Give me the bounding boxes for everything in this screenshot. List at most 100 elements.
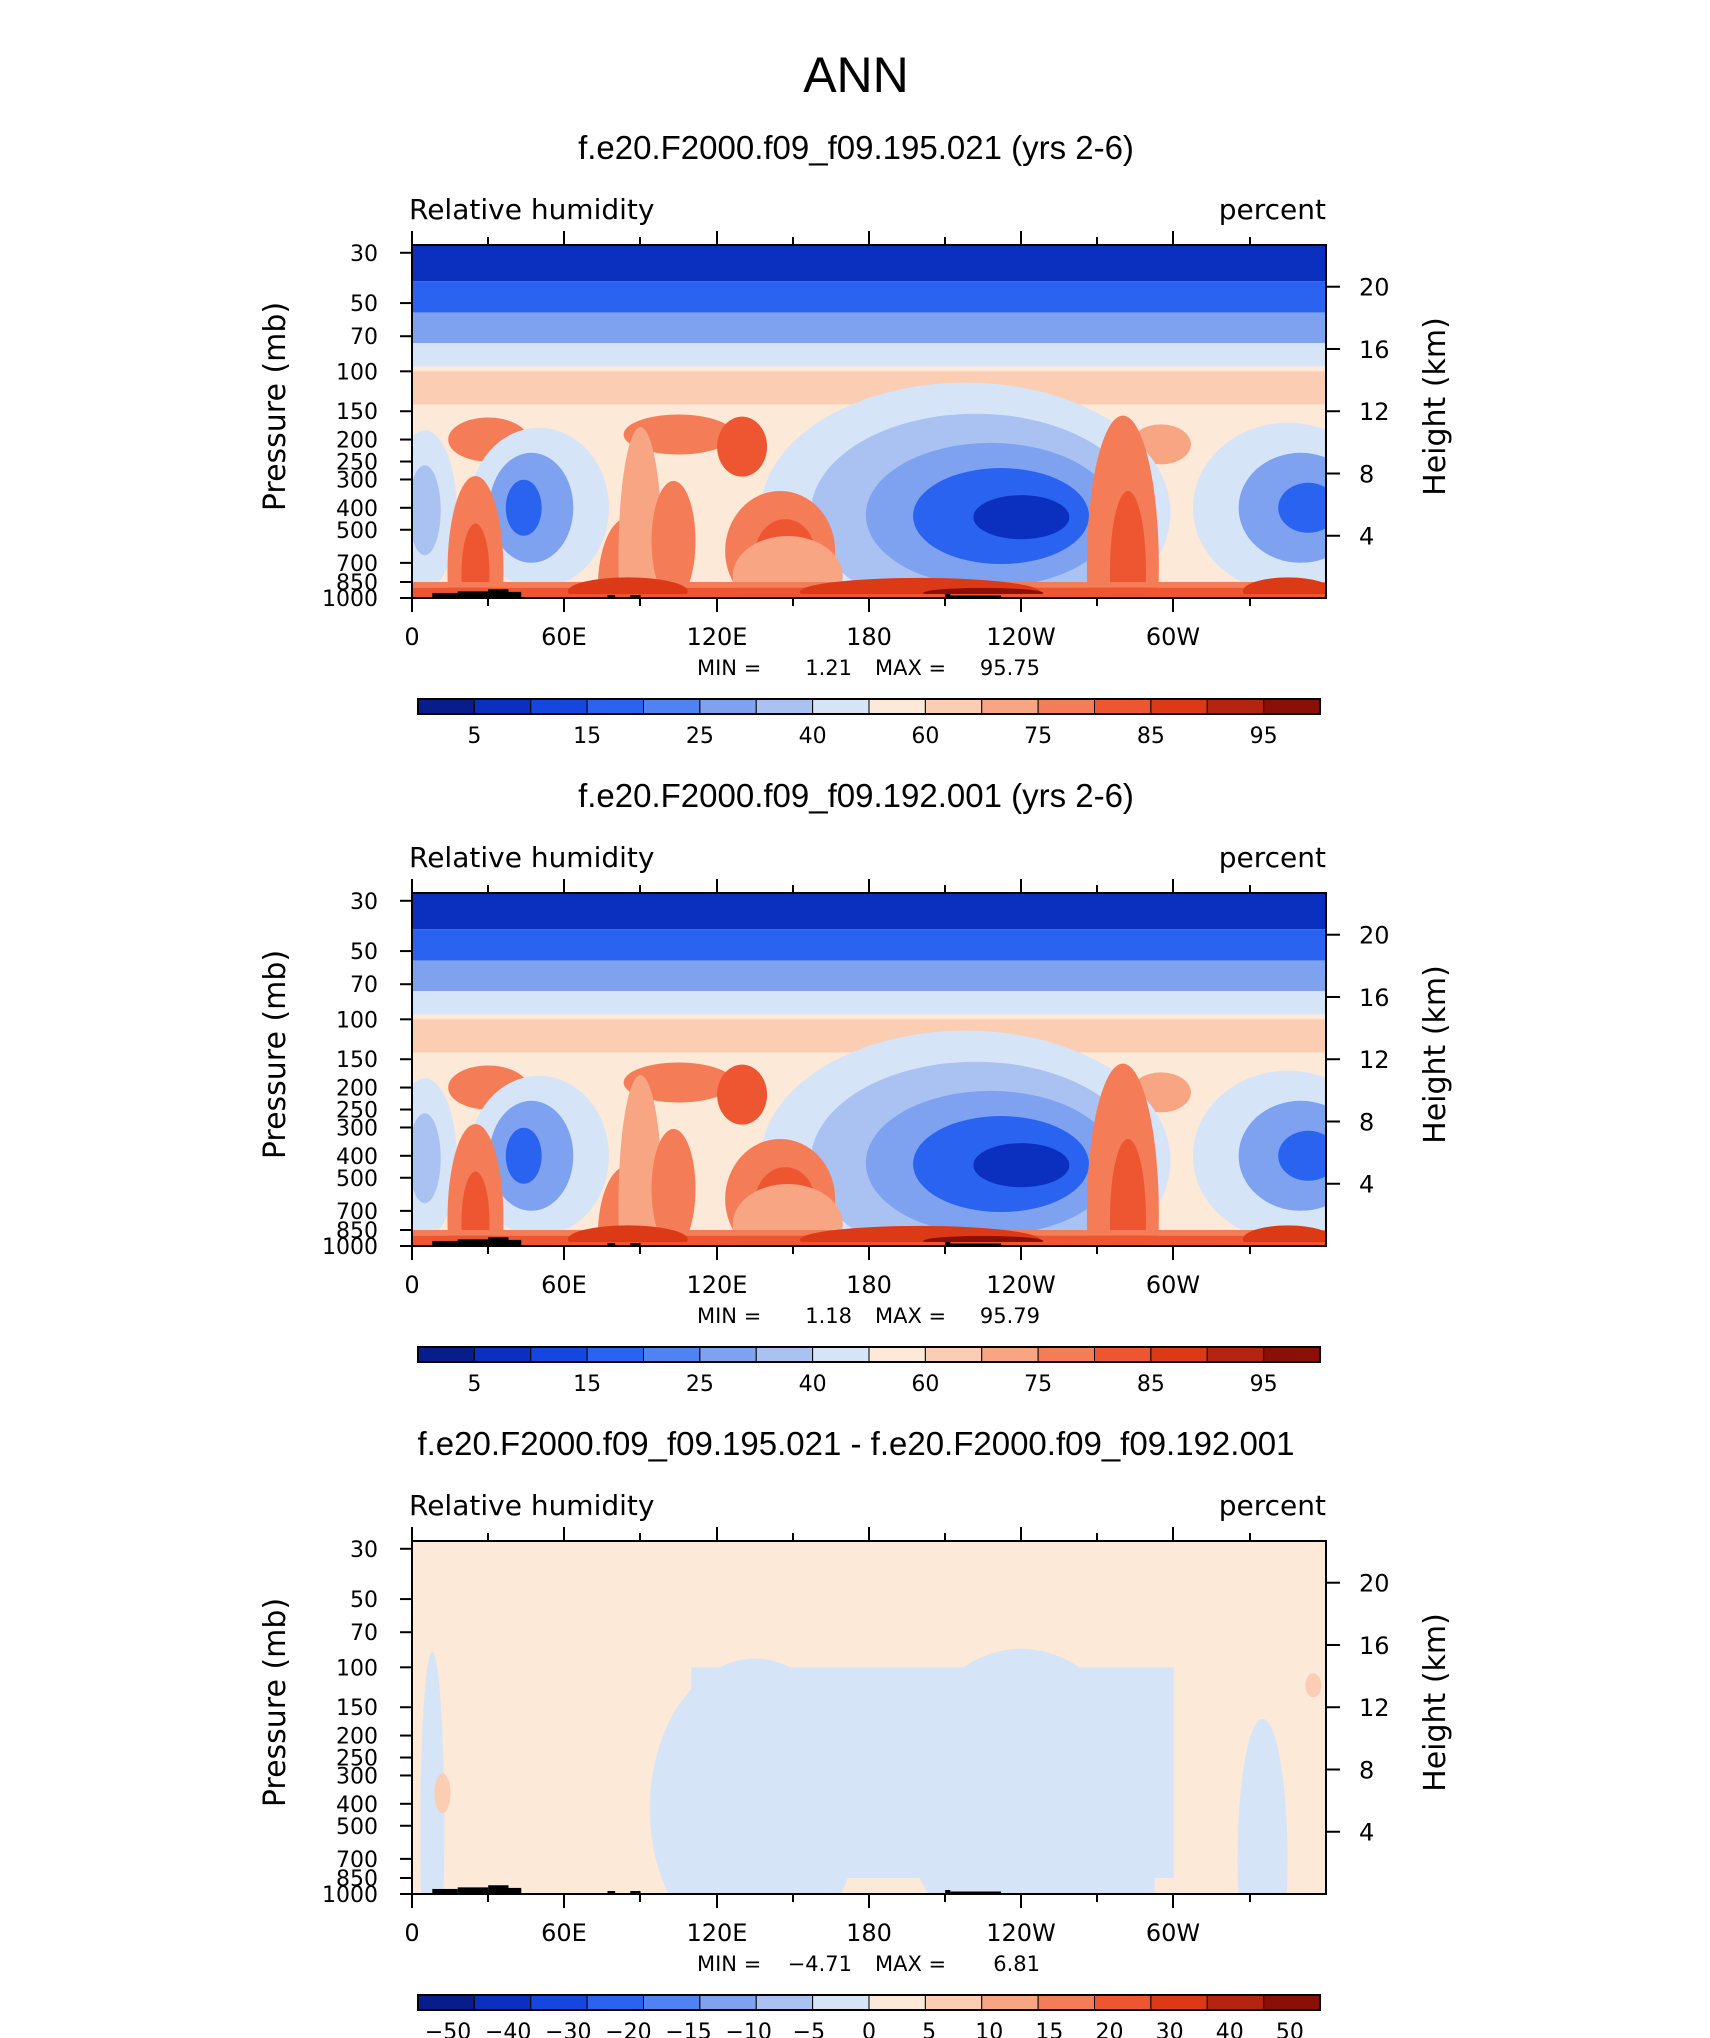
colorbar-frame [417, 698, 1321, 715]
variable-label: Relative humidity [409, 841, 654, 874]
y-tick-label: 30 [350, 1538, 378, 1563]
colorbar-label: 85 [1137, 724, 1165, 749]
field-surface [412, 1241, 1326, 1246]
colorbar-swatch [1263, 1346, 1321, 1363]
y2-tick-label: 16 [1359, 336, 1390, 364]
colorbar-swatch [1150, 1994, 1208, 2011]
x-tick-label: 120E [687, 1271, 748, 1299]
topography [511, 1888, 522, 1894]
contour-field [412, 245, 1326, 598]
colorbar-swatch [868, 1346, 926, 1363]
colorbar-label: 5 [467, 1372, 481, 1397]
colorbar-swatch [643, 698, 701, 715]
field-dry-zone [505, 1127, 542, 1184]
colorbar-label: −30 [545, 2020, 591, 2038]
colorbar-swatch [1037, 1994, 1095, 2011]
field-convection [618, 427, 663, 598]
colorbar-swatch [1206, 698, 1265, 715]
colorbar-swatch [417, 1994, 475, 2011]
colorbar-swatch [1037, 698, 1095, 715]
colorbar: 5 15 25 40 60 75 85 95 [417, 698, 1321, 749]
field-convection [618, 1075, 663, 1246]
y-tick-label: 400 [336, 1793, 378, 1818]
stats-max-label: MAX = [875, 656, 946, 680]
colorbar-swatch [643, 1994, 701, 2011]
y-tick-label: 850 [336, 1219, 378, 1244]
units-label: percent [1219, 1489, 1326, 1522]
field-upper-moist-cell [717, 416, 768, 477]
colorbar-label: 60 [911, 724, 939, 749]
panel-2: f.e20.F2000.f09_f09.192.001 (yrs 2-6) Rel… [258, 777, 1453, 1397]
y2-tick-label: 4 [1359, 1819, 1374, 1847]
y-tick-label: 150 [336, 1696, 378, 1721]
colorbar-swatch [643, 1346, 701, 1363]
y-tick-label: 500 [336, 519, 378, 544]
y2-tick-label: 8 [1359, 1756, 1374, 1784]
y-tick-label: 700 [336, 1200, 378, 1225]
colorbar-label: 15 [1035, 2020, 1063, 2038]
colorbar-swatch [586, 698, 644, 715]
panel-title: f.e20.F2000.f09_f09.195.021 - f.e20.F200… [417, 1425, 1294, 1462]
colorbar-swatch [1206, 1346, 1265, 1363]
colorbar-swatch [812, 698, 870, 715]
x-tick-label: 60W [1146, 1271, 1200, 1299]
colorbar-label: 20 [1096, 2020, 1124, 2038]
units-label: percent [1219, 193, 1326, 226]
topography [432, 592, 458, 598]
y-tick-label: 500 [336, 1815, 378, 1840]
y-axis-label: Pressure (mb) [258, 950, 293, 1159]
field-convection [732, 536, 843, 598]
topography [950, 595, 1002, 598]
contour-field [412, 1541, 1326, 1894]
y-tick-label: 500 [336, 1167, 378, 1192]
colorbar-swatch [755, 698, 814, 715]
x-tick-label: 60W [1146, 623, 1200, 651]
stats-min-value: −4.71 [788, 1952, 852, 1976]
y2-tick-label: 4 [1359, 523, 1374, 551]
x-tick-label: 60E [541, 1919, 587, 1947]
topography [950, 1243, 1002, 1246]
colorbar-swatch [924, 1994, 983, 2011]
y2-tick-label: 8 [1359, 1108, 1374, 1136]
colorbar-frame [417, 1994, 1321, 2011]
colorbar-label: −20 [605, 2020, 651, 2038]
stats-max-label: MAX = [875, 1952, 946, 1976]
field-convection [651, 480, 696, 598]
field-dry-band [412, 312, 1326, 343]
y-tick-label: 850 [336, 1867, 378, 1892]
field-upper-moist-cell [717, 1064, 768, 1125]
y-tick-label: 150 [336, 1048, 378, 1073]
y2-tick-label: 20 [1359, 274, 1390, 302]
figure-title: ANN [803, 47, 909, 103]
colorbar-label: −10 [726, 2020, 772, 2038]
colorbar-swatch [1094, 1346, 1152, 1363]
colorbar-swatch [924, 1346, 983, 1363]
field-convection [461, 523, 490, 598]
colorbar-swatch [473, 698, 532, 715]
colorbar: 5 15 25 40 60 75 85 95 [417, 1346, 1321, 1397]
field-dry-zone [412, 465, 441, 556]
y-tick-label: 700 [336, 1848, 378, 1873]
colorbar-label: −40 [485, 2020, 531, 2038]
y-tick-label: 100 [336, 1008, 378, 1033]
y-tick-label: 50 [350, 940, 378, 965]
colorbar-label: 60 [911, 1372, 939, 1397]
y-tick-label: 250 [336, 1099, 378, 1124]
y-tick-label: 250 [336, 1747, 378, 1772]
y-tick-label: 700 [336, 552, 378, 577]
colorbar-label: 25 [686, 1372, 714, 1397]
colorbar-label: 5 [922, 2020, 936, 2038]
colorbar-swatch [1206, 1994, 1265, 2011]
field-dry-band [412, 990, 1326, 1015]
colorbar-label: 40 [1216, 2020, 1244, 2038]
y2-tick-label: 20 [1359, 922, 1390, 950]
y-tick-label: 1000 [322, 587, 378, 612]
colorbar-label: 5 [467, 724, 481, 749]
colorbar-swatch [699, 1994, 757, 2011]
field-positive [434, 1773, 451, 1814]
colorbar-swatch [1094, 698, 1152, 715]
colorbar-label: 75 [1024, 724, 1052, 749]
y-tick-label: 30 [350, 242, 378, 267]
colorbar-swatch [1094, 1994, 1152, 2011]
colorbar-swatch [981, 1994, 1039, 2011]
